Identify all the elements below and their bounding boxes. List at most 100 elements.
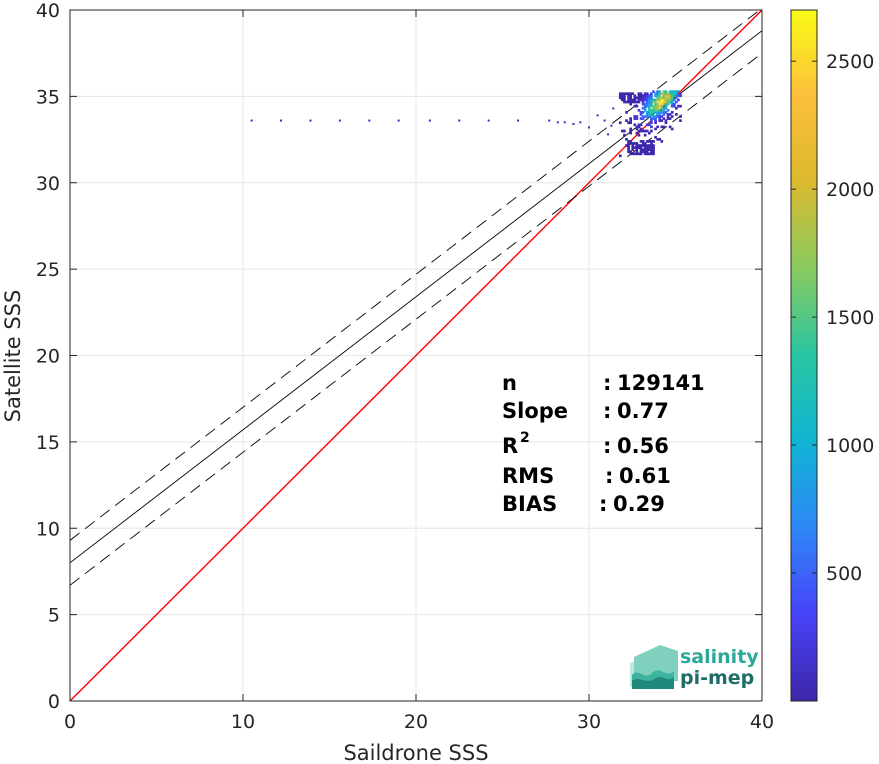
- density-cell: [654, 135, 657, 139]
- density-cell: [654, 94, 657, 98]
- density-cell: [666, 113, 670, 116]
- logo-text-salinity: salinity: [680, 646, 759, 668]
- data-point: [428, 119, 431, 122]
- data-point: [556, 121, 559, 124]
- density-cell: [635, 144, 639, 147]
- density-cell: [645, 111, 649, 114]
- x-tick-label: 20: [404, 711, 428, 733]
- density-cell: [679, 94, 682, 98]
- density-cell: [654, 111, 657, 114]
- density-cell: [656, 96, 659, 100]
- density-cell: [643, 102, 647, 106]
- colorbar-gradient: [791, 10, 817, 701]
- data-point: [588, 126, 590, 129]
- density-cell: [625, 92, 628, 96]
- density-cell: [662, 94, 666, 98]
- density-cell: [668, 125, 672, 129]
- density-cell: [641, 115, 645, 118]
- density-cell: [666, 117, 670, 120]
- density-cell: [652, 146, 655, 149]
- data-point: [458, 119, 461, 122]
- y-tick-label: 20: [36, 346, 60, 368]
- density-cell: [643, 106, 647, 110]
- density-cell: [631, 142, 635, 145]
- density-cell: [652, 104, 655, 108]
- density-cell: [650, 100, 653, 104]
- density-cell: [641, 144, 645, 147]
- x-tick-label: 0: [64, 711, 76, 733]
- density-cell: [625, 119, 628, 122]
- density-cell: [662, 125, 666, 129]
- density-cell: [650, 98, 653, 102]
- density-cell: [629, 94, 632, 98]
- density-cell: [664, 100, 668, 104]
- density-cell: [650, 150, 653, 154]
- density-cell: [639, 146, 643, 149]
- density-cell: [656, 90, 659, 93]
- density-cell: [643, 129, 647, 133]
- density-cell: [645, 102, 649, 106]
- density-cell: [629, 150, 632, 154]
- density-cell: [674, 106, 678, 110]
- density-cell: [618, 121, 622, 125]
- density-cell: [645, 96, 649, 100]
- y-tick-label: 25: [36, 259, 60, 281]
- density-cell: [639, 148, 643, 152]
- density-cell: [668, 96, 672, 100]
- density-cell: [623, 94, 626, 98]
- density-cell: [650, 148, 653, 152]
- density-cell: [662, 108, 666, 112]
- density-cell: [627, 146, 630, 149]
- density-cell: [650, 113, 653, 116]
- density-cell: [668, 100, 672, 104]
- density-cell: [645, 140, 649, 143]
- density-cell: [656, 111, 659, 114]
- density-cell: [637, 125, 641, 129]
- density-cell: [664, 90, 668, 93]
- density-cell: [654, 119, 657, 122]
- density-cell: [650, 146, 653, 149]
- density-cell: [637, 96, 641, 100]
- density-cell: [660, 106, 664, 110]
- density-cell: [654, 102, 657, 106]
- density-cell: [679, 92, 682, 96]
- density-cell: [674, 92, 678, 96]
- x-tick-label: 10: [231, 711, 255, 733]
- density-peak: [659, 99, 664, 104]
- density-cell: [648, 123, 651, 127]
- density-cell: [652, 98, 655, 102]
- density-cell: [674, 100, 678, 104]
- density-cell: [635, 96, 639, 100]
- density-cell: [625, 144, 628, 147]
- density-cell: [637, 98, 641, 102]
- density-cell: [670, 96, 674, 100]
- density-cell: [618, 92, 622, 96]
- density-cell: [650, 129, 653, 133]
- density-cell: [660, 92, 664, 96]
- density-cell: [641, 111, 645, 114]
- density-cell: [643, 148, 647, 152]
- density-cell: [637, 94, 641, 98]
- density-cell: [650, 108, 653, 112]
- density-cell: [658, 119, 662, 122]
- density-cell: [654, 106, 657, 110]
- density-cell: [668, 94, 672, 98]
- y-tick-label: 30: [36, 173, 60, 195]
- density-cell: [635, 131, 639, 135]
- density-cell: [627, 150, 630, 154]
- stat-separator: :: [605, 464, 613, 488]
- density-cell: [658, 94, 662, 98]
- density-cell: [637, 133, 641, 137]
- density-cell: [635, 117, 639, 120]
- density-cell: [656, 113, 659, 116]
- density-cell: [650, 94, 653, 98]
- density-cell: [645, 100, 649, 104]
- density-cell: [643, 144, 647, 147]
- density-cell: [650, 96, 653, 100]
- density-cell: [654, 100, 657, 104]
- colorbar-frame: [790, 9, 818, 702]
- density-cell: [633, 94, 637, 98]
- density-cell: [648, 96, 651, 100]
- colorbar-tick-label: 2000: [826, 179, 874, 201]
